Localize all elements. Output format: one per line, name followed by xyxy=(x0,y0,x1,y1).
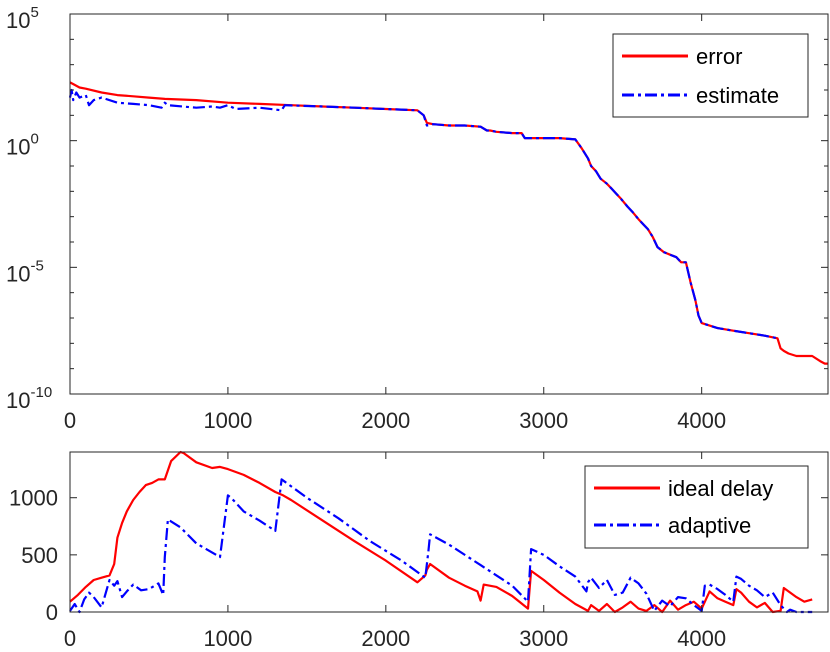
bottom-x-tick-label: 3000 xyxy=(519,626,568,651)
top-y-tick-label: 10-10 xyxy=(6,384,52,413)
top-plot-frame xyxy=(69,13,829,395)
bottom-x-tick-label: 2000 xyxy=(361,626,410,651)
legend-label-estimate: estimate xyxy=(696,83,779,108)
legend-label-adaptive: adaptive xyxy=(668,513,751,538)
top-plot-area: 0 1000 2000 3000 4000 105 100 10-5 10-10 error e… xyxy=(6,4,829,433)
bottom-y-tick-label: 1000 xyxy=(9,486,58,511)
top-y-tick-label: 105 xyxy=(6,4,39,33)
top-legend-box xyxy=(612,33,809,118)
top-legend: error estimate xyxy=(612,33,809,118)
top-x-tick-label: 1000 xyxy=(203,408,252,433)
series-line-estimate xyxy=(68,88,778,340)
legend-label-error: error xyxy=(696,44,742,69)
series-line-ideal-delay xyxy=(69,450,813,614)
series-line-adaptive xyxy=(69,478,813,614)
bottom-x-tick-label: 1000 xyxy=(203,626,252,651)
bottom-plot-frame xyxy=(69,451,829,613)
legend-label-ideal-delay: ideal delay xyxy=(668,476,773,501)
top-x-tick-label: 4000 xyxy=(677,408,726,433)
top-y-tick-label: 10-5 xyxy=(6,257,44,286)
top-x-tick-label: 0 xyxy=(64,408,76,433)
top-y-tick-label: 100 xyxy=(6,131,39,160)
bottom-plot-area: 0 1000 2000 3000 4000 0 500 1000 ideal delay ad… xyxy=(9,450,829,651)
bottom-legend-box xyxy=(584,465,809,549)
bottom-y-tick-label: 0 xyxy=(46,600,58,625)
bottom-x-tick-label: 0 xyxy=(64,626,76,651)
bottom-x-tick-label: 4000 xyxy=(677,626,726,651)
bottom-legend: ideal delay adaptive xyxy=(584,465,809,549)
bottom-y-tick-label: 500 xyxy=(21,543,58,568)
top-x-tick-label: 2000 xyxy=(361,408,410,433)
top-x-tick-label: 3000 xyxy=(519,408,568,433)
